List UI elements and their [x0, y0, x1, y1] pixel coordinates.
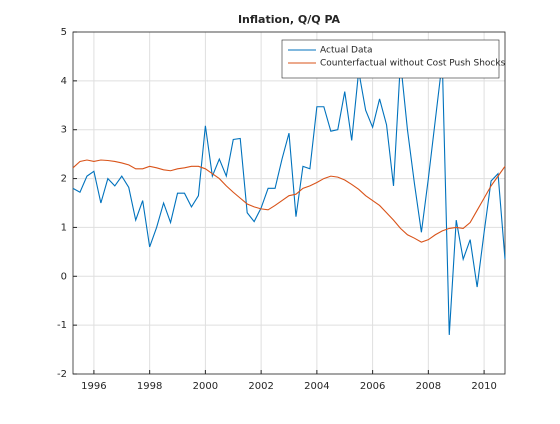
x-tick-label: 2000: [193, 381, 218, 392]
x-tick-label: 1998: [137, 381, 162, 392]
x-tick-label: 2006: [360, 381, 385, 392]
series-line: [72, 159, 506, 243]
y-tick-label: 0: [61, 271, 67, 282]
y-tick-label: -1: [57, 320, 67, 331]
plot-frame: [72, 31, 506, 375]
x-tick-label: 2004: [304, 381, 329, 392]
y-tick-label: 3: [61, 125, 67, 136]
x-tick-label: 2002: [248, 381, 273, 392]
y-tick-label: 2: [61, 174, 67, 185]
chart-title: Inflation, Q/Q PA: [238, 13, 341, 26]
x-tick-label: 1996: [81, 381, 106, 392]
y-tick-label: 4: [61, 76, 67, 87]
x-tick-label: 2010: [471, 381, 496, 392]
legend-label: Actual Data: [320, 46, 373, 56]
y-tick-label: 1: [61, 222, 67, 233]
legend-label: Counterfactual without Cost Push Shocks: [320, 59, 506, 69]
x-tick-label: 2008: [416, 381, 441, 392]
y-tick-label: -2: [57, 369, 67, 380]
legend-box: [281, 39, 500, 79]
series-line: [72, 61, 506, 335]
y-tick-label: 5: [61, 27, 67, 38]
